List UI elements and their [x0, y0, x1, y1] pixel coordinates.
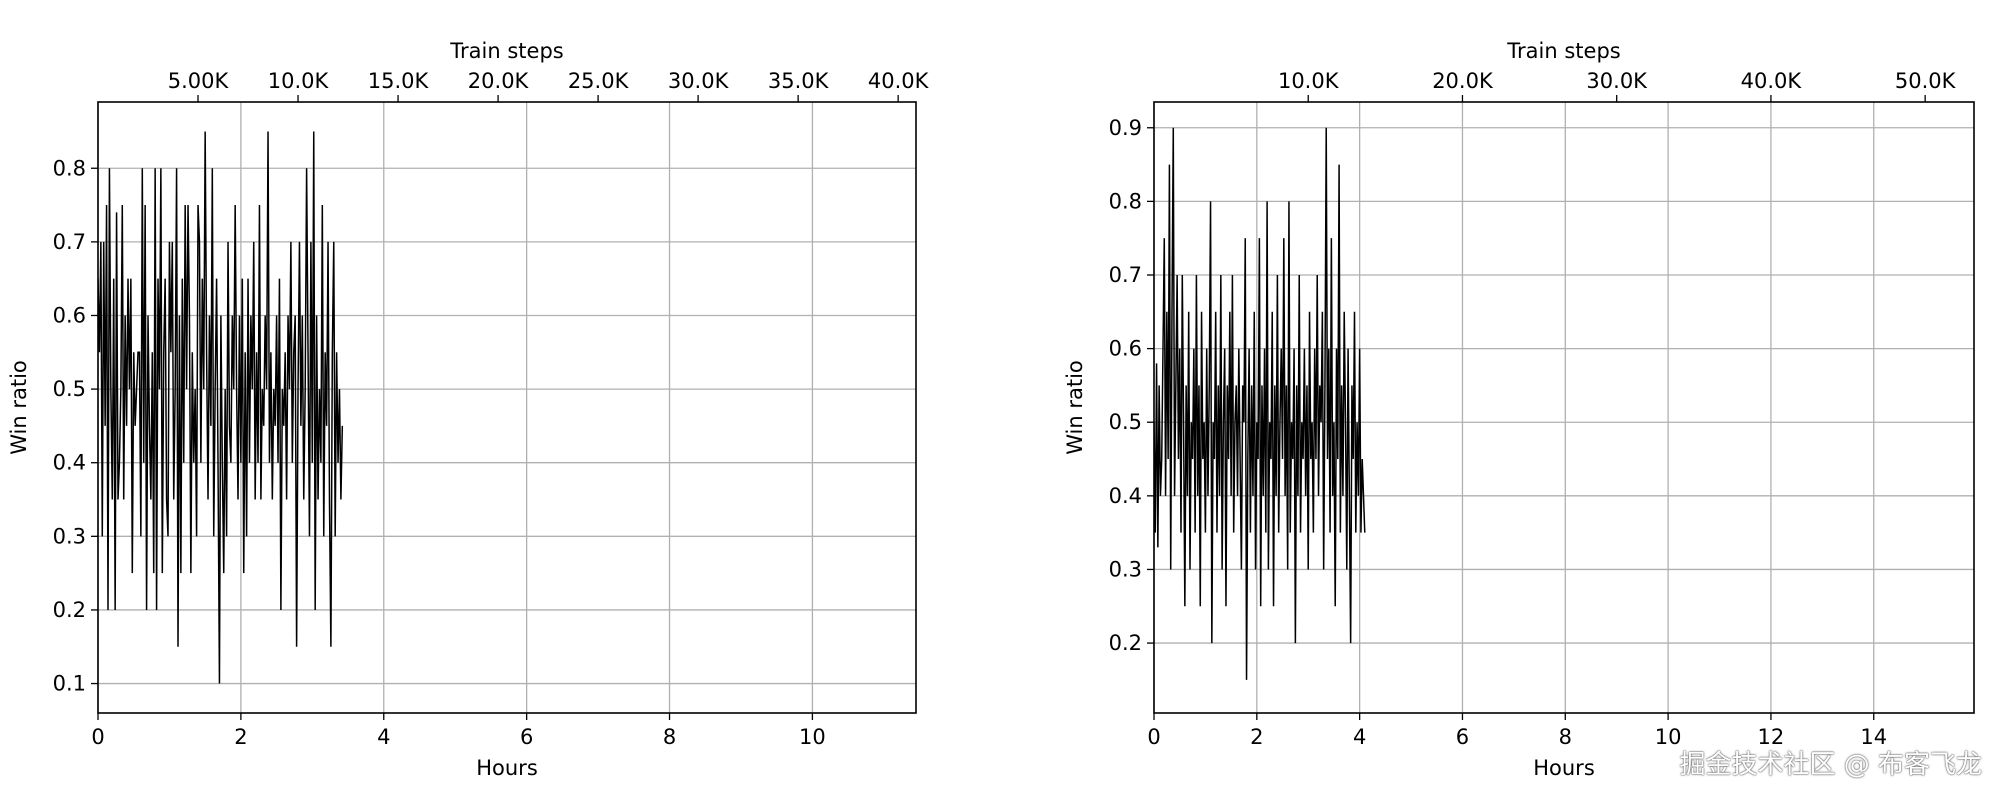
x-tick-label: 4 [1353, 725, 1366, 749]
x-tick-label: 10 [799, 725, 826, 749]
y-tick-label: 0.3 [1109, 557, 1142, 581]
y-tick-label: 0.8 [1109, 189, 1142, 213]
x-tick-label: 0 [91, 725, 104, 749]
y-tick-label: 0.7 [53, 230, 86, 254]
top-tick-label: 20.0K [1432, 69, 1494, 93]
x-axis-label: Hours [476, 756, 538, 780]
top-tick-label: 50.0K [1895, 69, 1957, 93]
x-tick-label: 4 [377, 725, 390, 749]
top-axis-label: Train steps [449, 39, 563, 63]
y-tick-label: 0.2 [1109, 631, 1142, 655]
plot-frame [97, 101, 917, 714]
top-tick-label: 15.0K [368, 69, 430, 93]
top-tick-label: 10.0K [1278, 69, 1340, 93]
x-tick-label: 14 [1860, 725, 1887, 749]
y-tick-label: 0.5 [1109, 410, 1142, 434]
x-tick-label: 12 [1758, 725, 1785, 749]
y-axis-label: Win ratio [1063, 360, 1087, 455]
series-line [98, 131, 344, 684]
top-tick-label: 40.0K [1741, 69, 1803, 93]
series-line [1154, 127, 1366, 680]
y-tick-label: 0.1 [53, 672, 86, 696]
y-tick-label: 0.2 [53, 598, 86, 622]
top-tick-label: 30.0K [668, 69, 730, 93]
top-tick-label: 5.00K [168, 69, 230, 93]
plot-frame [1153, 101, 1975, 714]
x-tick-label: 2 [1250, 725, 1263, 749]
x-tick-label: 6 [520, 725, 533, 749]
y-tick-label: 0.5 [53, 377, 86, 401]
top-axis-label: Train steps [1506, 39, 1620, 63]
y-tick-label: 0.8 [53, 156, 86, 180]
y-axis-label: Win ratio [7, 360, 31, 455]
top-tick-label: 10.0K [268, 69, 330, 93]
x-tick-label: 0 [1147, 725, 1160, 749]
y-tick-label: 0.4 [1109, 484, 1142, 508]
y-tick-label: 0.6 [1109, 337, 1142, 361]
y-tick-label: 0.9 [1109, 116, 1142, 140]
x-tick-label: 6 [1456, 725, 1469, 749]
top-tick-label: 20.0K [468, 69, 530, 93]
top-tick-label: 25.0K [568, 69, 630, 93]
top-tick-label: 40.0K [868, 69, 930, 93]
x-tick-label: 2 [234, 725, 247, 749]
x-tick-label: 8 [1559, 725, 1572, 749]
top-tick-label: 30.0K [1586, 69, 1648, 93]
y-tick-label: 0.3 [53, 524, 86, 548]
y-tick-label: 0.6 [53, 303, 86, 327]
x-tick-label: 10 [1655, 725, 1682, 749]
x-axis-label: Hours [1533, 756, 1595, 780]
y-tick-label: 0.4 [53, 451, 86, 475]
top-tick-label: 35.0K [768, 69, 830, 93]
watermark: 掘金技术社区 @ 布客飞龙 [1679, 750, 1982, 780]
y-tick-label: 0.7 [1109, 263, 1142, 287]
chart-left: 0 2 4 6 8 10 0.1 0.2 0.3 0.4 0.5 0.6 0.7 0.8 5.00K 10.0… [7, 39, 930, 780]
x-tick-label: 8 [663, 725, 676, 749]
chart-right: 0 2 4 6 8 10 12 14 0.2 0.3 0.4 0.5 0.6 0.7 0.8 0.9 10.0K… [1063, 39, 1975, 780]
